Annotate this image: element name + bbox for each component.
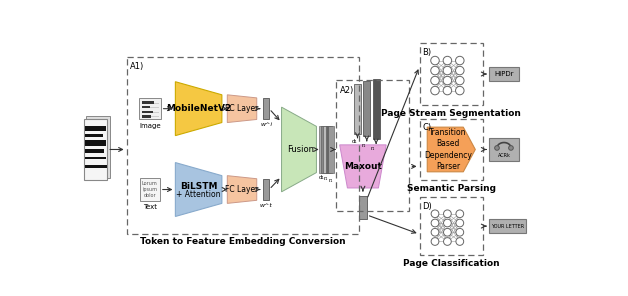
- Circle shape: [455, 56, 464, 65]
- Circle shape: [455, 76, 464, 85]
- Circle shape: [443, 219, 452, 227]
- Text: Lorum: Lorum: [142, 181, 158, 186]
- Bar: [328, 126, 334, 173]
- Bar: [85, 140, 106, 147]
- Bar: [489, 67, 519, 81]
- Text: MobileNetV2: MobileNetV2: [166, 104, 231, 113]
- Circle shape: [431, 238, 439, 245]
- Text: ACRk: ACRk: [497, 153, 511, 158]
- Polygon shape: [340, 145, 386, 188]
- Circle shape: [431, 229, 439, 236]
- Text: d₁: d₁: [319, 175, 325, 180]
- Bar: [85, 134, 102, 137]
- Text: HiPDr: HiPDr: [494, 71, 514, 77]
- Bar: [142, 106, 150, 108]
- Circle shape: [443, 76, 452, 85]
- Bar: [142, 101, 154, 104]
- Text: A1): A1): [131, 62, 144, 71]
- Bar: [85, 157, 106, 160]
- Text: FC Layer: FC Layer: [225, 104, 259, 113]
- Text: Maxout: Maxout: [344, 162, 382, 171]
- Text: D): D): [423, 202, 432, 211]
- Text: BiLSTM: BiLSTM: [180, 182, 217, 191]
- Text: + Attention: + Attention: [176, 190, 221, 199]
- Text: Token to Feature Embedding Conversion: Token to Feature Embedding Conversion: [140, 237, 345, 246]
- Bar: [85, 149, 104, 153]
- Circle shape: [443, 210, 452, 218]
- Text: Transition
Based
Dependency
Parser: Transition Based Dependency Parser: [425, 128, 472, 170]
- Bar: [359, 196, 367, 219]
- Bar: [84, 119, 107, 180]
- Polygon shape: [227, 95, 257, 123]
- Circle shape: [443, 66, 452, 75]
- Text: Page Classification: Page Classification: [403, 259, 500, 268]
- Text: Text: Text: [143, 204, 157, 210]
- Polygon shape: [175, 82, 222, 136]
- Circle shape: [455, 66, 464, 75]
- Polygon shape: [227, 176, 257, 203]
- Text: Image: Image: [139, 123, 161, 128]
- Text: B): B): [423, 48, 431, 57]
- Bar: [142, 115, 151, 118]
- Text: A2): A2): [340, 86, 354, 94]
- Circle shape: [431, 56, 439, 65]
- Bar: [85, 126, 106, 131]
- Circle shape: [431, 86, 439, 95]
- Bar: [142, 111, 153, 113]
- Circle shape: [443, 238, 452, 245]
- Circle shape: [456, 219, 463, 227]
- Text: Fusion: Fusion: [287, 145, 314, 154]
- Text: r₁: r₁: [371, 146, 375, 151]
- Circle shape: [443, 86, 452, 95]
- Circle shape: [456, 210, 463, 218]
- Text: w^t: w^t: [259, 202, 273, 207]
- Bar: [263, 179, 269, 200]
- Circle shape: [443, 229, 452, 236]
- Text: FC Layer: FC Layer: [225, 185, 259, 194]
- Text: dolor: dolor: [143, 193, 156, 198]
- Bar: [139, 98, 161, 120]
- Bar: [86, 116, 109, 178]
- Bar: [323, 126, 330, 173]
- Circle shape: [431, 219, 439, 227]
- Bar: [139, 178, 160, 201]
- Bar: [326, 126, 332, 173]
- Circle shape: [455, 86, 464, 95]
- Bar: [489, 219, 526, 233]
- Circle shape: [456, 229, 463, 236]
- Bar: [354, 84, 361, 134]
- Bar: [263, 98, 269, 120]
- Polygon shape: [281, 107, 317, 192]
- Text: d₁: d₁: [352, 139, 357, 144]
- Text: Page Stream Segmentation: Page Stream Segmentation: [381, 109, 521, 118]
- Text: ipsum: ipsum: [143, 187, 157, 192]
- Text: w^i: w^i: [260, 122, 272, 127]
- Circle shape: [509, 146, 513, 150]
- Text: r₁: r₁: [323, 176, 328, 181]
- Circle shape: [431, 66, 439, 75]
- Text: r₁: r₁: [328, 178, 333, 183]
- Text: C): C): [423, 123, 431, 132]
- Circle shape: [443, 56, 452, 65]
- Circle shape: [495, 146, 499, 150]
- Text: r₁: r₁: [362, 143, 366, 147]
- Bar: [85, 165, 107, 168]
- Bar: [319, 126, 325, 173]
- Text: Semantic Parsing: Semantic Parsing: [407, 184, 495, 193]
- Text: YOUR LETTER: YOUR LETTER: [491, 223, 524, 229]
- Bar: [372, 79, 379, 139]
- Bar: [321, 126, 327, 173]
- Bar: [364, 81, 371, 136]
- Polygon shape: [427, 127, 475, 172]
- Bar: [489, 138, 519, 161]
- Circle shape: [431, 210, 439, 218]
- Circle shape: [456, 238, 463, 245]
- Circle shape: [431, 76, 439, 85]
- Polygon shape: [175, 163, 222, 216]
